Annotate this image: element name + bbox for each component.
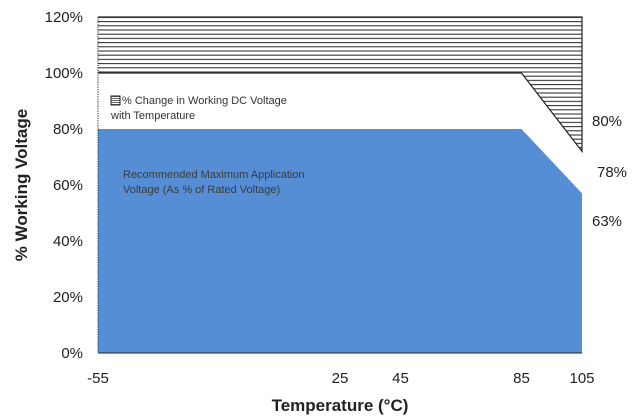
legend: % Change in Working DC Voltage with Temp… xyxy=(110,95,305,196)
side-label-80: 80% xyxy=(592,113,622,130)
voltage-change-band xyxy=(98,73,582,194)
fill-label-line-2: Voltage (As % of Rated Voltage) xyxy=(123,184,280,196)
hatched-area xyxy=(98,17,582,152)
y-tick-label: 20% xyxy=(53,289,83,306)
y-tick-label: 80% xyxy=(53,121,83,138)
x-tick-labels: -55 25 45 85 105 xyxy=(87,370,594,387)
legend-label-line-2: with Temperature xyxy=(110,110,195,122)
y-tick-labels: 0% 20% 40% 60% 80% 100% 120% xyxy=(45,9,83,362)
x-tick-label: 25 xyxy=(332,370,349,387)
legend-marker-hatched xyxy=(110,95,121,106)
x-tick-label: 45 xyxy=(392,370,409,387)
plot-area xyxy=(97,16,583,354)
y-tick-label: 40% xyxy=(53,233,83,250)
hatched-area-outline xyxy=(98,16,583,154)
fill-label-line-1: Recommended Maximum Application xyxy=(123,169,305,181)
legend-label-line-1: % Change in Working DC Voltage xyxy=(122,95,287,107)
x-tick-label: -55 xyxy=(87,370,109,387)
recommended-voltage-area xyxy=(98,129,582,353)
y-tick-label: 120% xyxy=(45,9,83,26)
x-tick-label: 85 xyxy=(513,370,530,387)
y-tick-label: 100% xyxy=(45,65,83,82)
y-tick-label: 60% xyxy=(53,177,83,194)
y-axis-title: % Working Voltage xyxy=(12,109,31,261)
side-label-63: 63% xyxy=(592,213,622,230)
x-axis-title: Temperature (°C) xyxy=(272,396,409,415)
x-tick-label: 105 xyxy=(569,370,594,387)
side-label-78: 78% xyxy=(597,164,627,181)
y-tick-label: 0% xyxy=(61,345,83,362)
